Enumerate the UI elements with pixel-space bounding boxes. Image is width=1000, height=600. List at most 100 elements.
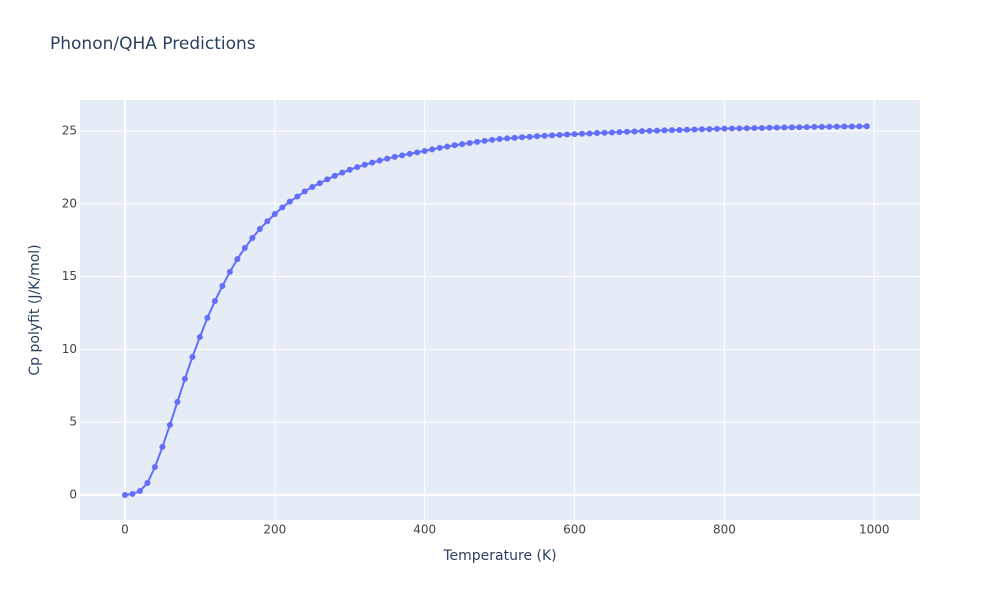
data-point xyxy=(241,245,248,252)
data-point xyxy=(526,133,533,140)
data-point xyxy=(234,256,241,263)
data-point xyxy=(586,130,593,137)
data-point xyxy=(683,126,690,133)
data-point xyxy=(414,149,421,156)
data-point xyxy=(121,491,128,498)
y-tick-label: 20 xyxy=(62,196,77,210)
y-axis-title: Cp polyfit (J/K/mol) xyxy=(27,244,43,375)
data-point xyxy=(721,125,728,132)
data-point xyxy=(743,125,750,132)
data-point xyxy=(691,126,698,133)
data-point xyxy=(331,172,338,179)
data-point xyxy=(159,443,166,450)
data-point xyxy=(661,127,668,134)
data-point xyxy=(369,159,376,166)
data-point xyxy=(601,129,608,136)
data-point xyxy=(429,146,436,153)
y-tick-label: 15 xyxy=(62,269,77,283)
data-point xyxy=(856,123,863,130)
data-point xyxy=(736,125,743,132)
data-point xyxy=(766,124,773,131)
data-point xyxy=(848,123,855,130)
data-point xyxy=(474,138,481,145)
data-point xyxy=(249,235,256,242)
data-point xyxy=(181,375,188,382)
data-point xyxy=(713,125,720,132)
x-tick-label: 800 xyxy=(713,523,736,537)
data-point xyxy=(286,198,293,205)
data-point xyxy=(219,283,226,290)
data-point xyxy=(294,193,301,200)
data-point xyxy=(571,131,578,138)
data-point xyxy=(841,123,848,130)
data-point xyxy=(796,124,803,131)
x-tick-label: 1000 xyxy=(859,523,890,537)
data-point xyxy=(668,127,675,134)
data-point xyxy=(196,334,203,341)
data-point xyxy=(481,137,488,144)
data-point xyxy=(406,150,413,157)
data-point xyxy=(384,155,391,162)
data-point xyxy=(541,132,548,139)
data-point xyxy=(151,464,158,471)
data-point xyxy=(781,124,788,131)
data-point xyxy=(826,123,833,130)
data-point xyxy=(556,131,563,138)
data-point xyxy=(706,126,713,133)
data-point xyxy=(346,166,353,173)
data-point xyxy=(421,147,428,154)
data-point xyxy=(624,128,631,135)
data-point xyxy=(549,132,556,139)
data-point xyxy=(256,225,263,232)
data-point xyxy=(511,134,518,141)
data-point xyxy=(459,141,466,148)
x-axis-title: Temperature (K) xyxy=(442,548,556,564)
data-point xyxy=(788,124,795,131)
data-point xyxy=(489,136,496,143)
data-point xyxy=(354,164,361,171)
data-point xyxy=(594,130,601,137)
data-point xyxy=(504,135,511,142)
data-point xyxy=(174,398,181,405)
plot-area xyxy=(80,100,920,520)
data-point xyxy=(616,129,623,136)
data-point xyxy=(361,161,368,168)
data-point xyxy=(496,136,503,143)
data-point xyxy=(564,131,571,138)
data-point xyxy=(226,268,233,275)
data-point xyxy=(833,123,840,130)
data-point xyxy=(436,144,443,151)
data-point xyxy=(863,123,870,130)
y-tick-label: 10 xyxy=(62,342,77,356)
y-tick-label: 0 xyxy=(69,487,77,501)
x-tick-label: 200 xyxy=(263,523,286,537)
data-point xyxy=(144,480,151,487)
y-tick-label: 5 xyxy=(69,415,77,429)
data-point xyxy=(264,218,271,225)
chart-title: Phonon/QHA Predictions xyxy=(50,34,256,54)
data-point xyxy=(324,176,331,183)
data-point xyxy=(818,123,825,130)
x-tick-label: 600 xyxy=(563,523,586,537)
data-point xyxy=(579,130,586,137)
data-point xyxy=(376,157,383,164)
data-point xyxy=(773,124,780,131)
data-point xyxy=(166,421,173,428)
data-point xyxy=(211,298,218,305)
x-tick-label: 400 xyxy=(413,523,436,537)
data-point xyxy=(129,490,136,497)
data-point xyxy=(803,124,810,131)
data-point xyxy=(646,127,653,134)
data-point xyxy=(391,153,398,160)
data-point xyxy=(444,143,451,150)
data-point xyxy=(204,314,211,321)
data-point xyxy=(811,123,818,130)
data-point xyxy=(451,142,458,149)
data-point xyxy=(751,125,758,132)
data-point xyxy=(399,152,406,159)
data-point xyxy=(279,204,286,211)
data-point xyxy=(301,188,308,195)
data-point xyxy=(271,210,278,217)
x-tick-label: 0 xyxy=(121,523,129,537)
